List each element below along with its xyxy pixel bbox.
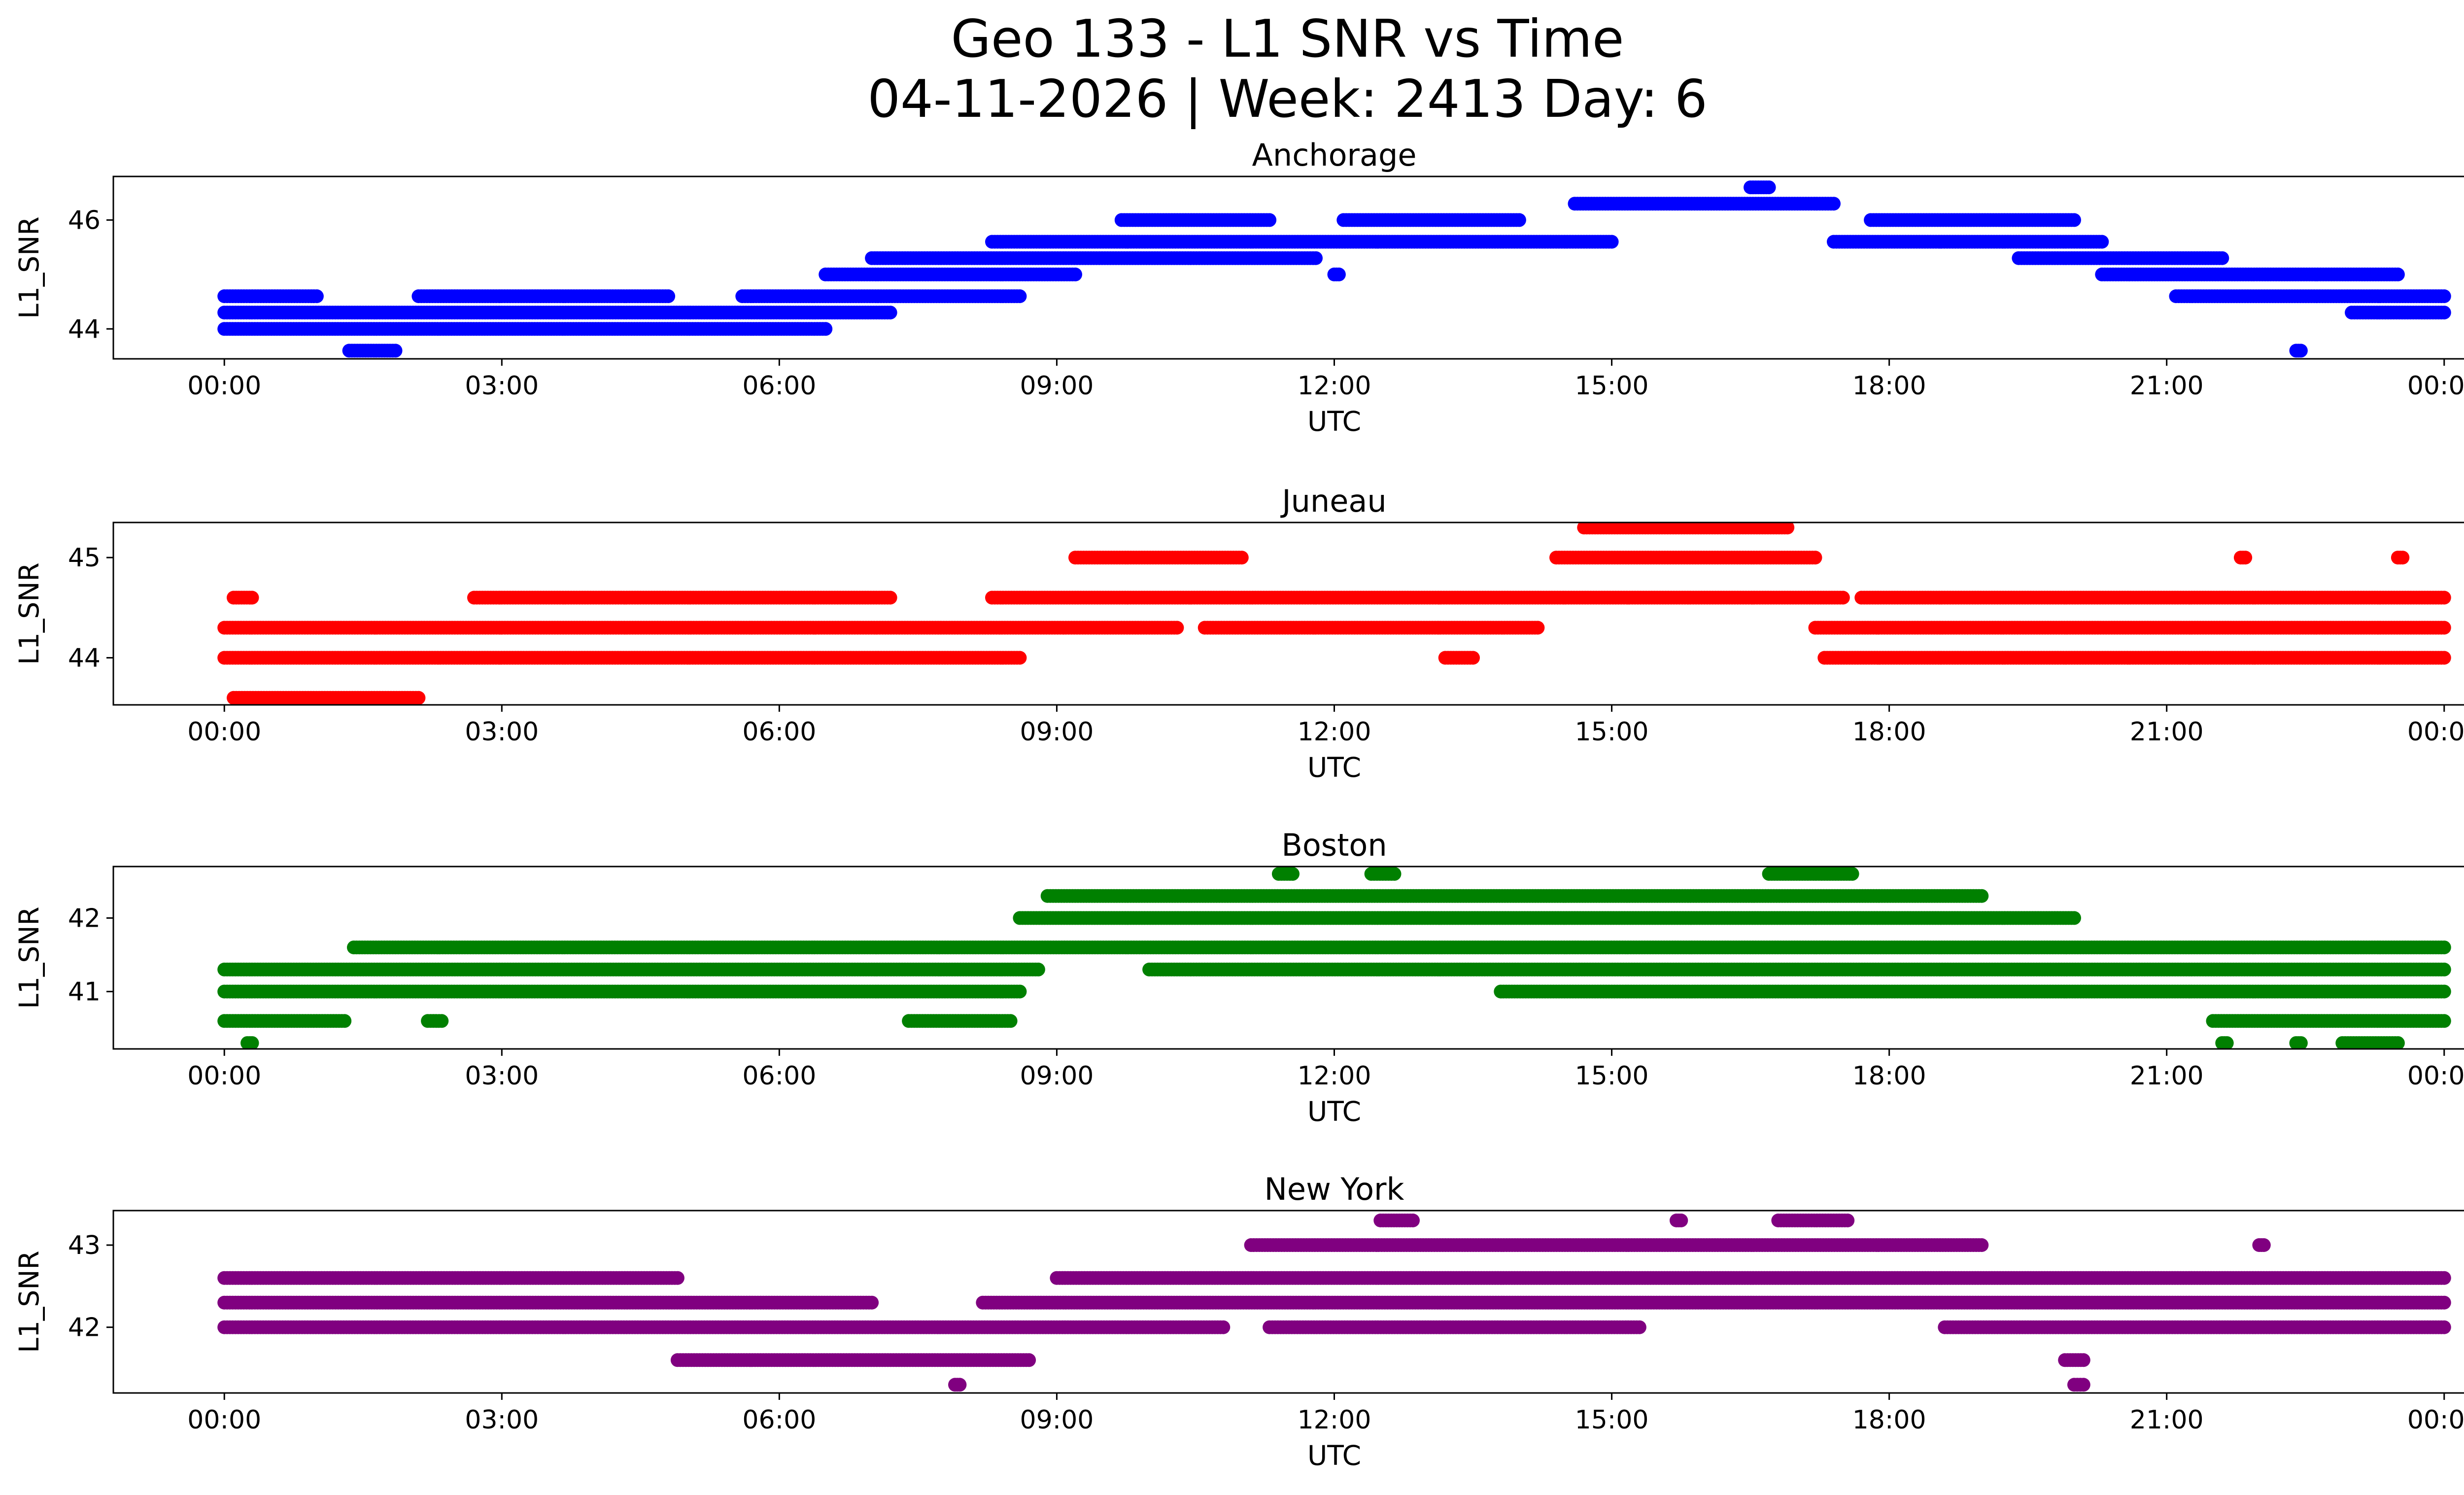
data-point: [1827, 197, 1841, 211]
data-point: [1013, 289, 1027, 303]
data-points: [217, 522, 2451, 705]
data-point: [2215, 251, 2229, 265]
data-point: [2437, 651, 2451, 665]
data-point: [2437, 289, 2451, 303]
y-axis-label: L1_SNR: [13, 562, 45, 664]
data-point: [2067, 213, 2081, 227]
x-tick-label: 21:00: [2130, 717, 2204, 747]
data-point: [1531, 621, 1545, 635]
data-point: [883, 591, 897, 605]
plot-frame: [112, 522, 2464, 706]
x-tick-label: 00:00: [2407, 717, 2464, 747]
chart-panel-anchorage: Anchorage 00:00 03:00 06:00 09:00 12:00 15:00 1…: [13, 137, 2464, 437]
data-point: [1263, 213, 1277, 227]
x-tick-label: 00:00: [187, 371, 261, 401]
subplot-title: Juneau: [1280, 483, 1386, 519]
data-point: [2391, 267, 2405, 281]
x-tick-label: 03:00: [465, 717, 539, 747]
data-point: [883, 306, 897, 320]
data-point: [2238, 551, 2253, 565]
data-points: [217, 867, 2451, 1049]
x-tick-label: 18:00: [1852, 371, 1926, 401]
data-point: [1031, 962, 1045, 976]
data-points: [217, 180, 2451, 358]
x-tick-label: 15:00: [1575, 717, 1649, 747]
figure-title: Geo 133 - L1 SNR vs Time 04-11-2026 | We…: [0, 9, 2464, 129]
x-tick-label: 21:00: [2130, 371, 2204, 401]
x-axis-label: UTC: [1307, 406, 1361, 437]
data-point: [1836, 591, 1850, 605]
data-point: [2437, 306, 2451, 320]
data-point: [2437, 591, 2451, 605]
data-point: [1332, 267, 1346, 281]
x-tick-label: 03:00: [465, 371, 539, 401]
subplot-title: Anchorage: [1252, 137, 1416, 173]
x-axis-label: UTC: [1307, 752, 1361, 783]
x-tick-label: 12:00: [1298, 371, 1371, 401]
data-point: [1780, 522, 1795, 535]
data-point: [245, 591, 259, 605]
data-point: [1808, 551, 1822, 565]
x-tick-label: 06:00: [742, 371, 816, 401]
subplot-title: Boston: [1281, 827, 1387, 863]
y-tick-label: 45: [68, 543, 101, 573]
data-point: [1605, 235, 1619, 249]
y-axis-label: L1_SNR: [13, 216, 45, 318]
data-point: [1068, 267, 1082, 281]
x-tick-label: 15:00: [1575, 371, 1649, 401]
x-tick-label: 12:00: [1298, 717, 1371, 747]
data-point: [1512, 213, 1526, 227]
figure-title-line2: 04-11-2026 | Week: 2413 Day: 6: [867, 69, 1708, 129]
data-point: [2095, 235, 2109, 249]
data-point: [661, 289, 676, 303]
data-point: [1013, 984, 1027, 999]
data-point: [1170, 621, 1184, 635]
x-tick-label: 09:00: [1020, 371, 1094, 401]
y-tick-label: 46: [68, 206, 101, 235]
data-point: [1466, 651, 1480, 665]
y-tick-label: 44: [68, 314, 101, 344]
x-tick-label: 00:00: [187, 717, 261, 747]
data-point: [1234, 551, 1249, 565]
data-point: [411, 691, 426, 705]
data-point: [1013, 651, 1027, 665]
chart-panel-juneau: Juneau 00:00 03:00 06:00 09:00 12:00 15:00 18:0…: [13, 483, 2464, 783]
y-tick-label: 44: [68, 643, 101, 673]
x-tick-label: 06:00: [742, 717, 816, 747]
data-point: [388, 344, 403, 358]
data-point: [1309, 251, 1323, 265]
data-point: [435, 1014, 449, 1028]
x-tick-label: 18:00: [1852, 717, 1926, 747]
data-point: [2437, 621, 2451, 635]
x-tick-label: 09:00: [1020, 717, 1094, 747]
x-tick-label: 00:00: [2407, 371, 2464, 401]
data-point: [819, 322, 833, 336]
figure-title-line1: Geo 133 - L1 SNR vs Time: [951, 9, 1624, 69]
data-point: [1762, 180, 1776, 195]
data-point: [2293, 344, 2308, 358]
data-point: [2396, 551, 2410, 565]
data-point: [245, 1036, 259, 1049]
data-point: [309, 289, 324, 303]
data-point: [338, 1014, 352, 1028]
